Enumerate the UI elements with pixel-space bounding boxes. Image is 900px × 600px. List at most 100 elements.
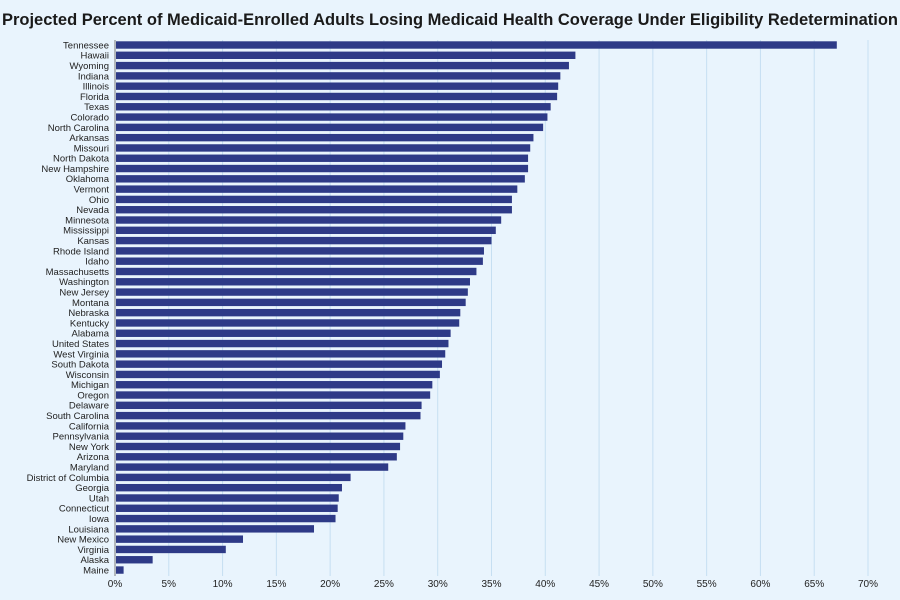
category-label: Maryland <box>70 462 109 473</box>
category-label: Nebraska <box>68 308 109 319</box>
bar <box>116 556 153 564</box>
bar <box>116 247 484 255</box>
bar <box>116 51 576 59</box>
category-label: Tennessee <box>63 40 109 51</box>
bar <box>116 545 226 554</box>
x-axis-ticks: 0% 5% 10% 15% 20% 25% 30% 35% 40% 45% 50% 55% 60% 65%… <box>108 579 878 590</box>
bar <box>116 92 558 101</box>
category-label: Washington <box>59 277 109 288</box>
category-label: Missouri <box>74 143 109 154</box>
bar <box>116 339 449 348</box>
bar <box>116 216 502 224</box>
bar <box>116 41 837 49</box>
category-label: Hawaii <box>80 51 109 62</box>
x-tick-label: 45% <box>589 579 609 590</box>
category-label: Vermont <box>74 185 110 196</box>
bar <box>116 319 460 327</box>
bar <box>116 442 401 451</box>
category-label: Ohio <box>89 195 109 206</box>
x-tick-label: 40% <box>535 579 555 590</box>
x-tick-label: 10% <box>213 579 233 590</box>
bar <box>116 103 551 111</box>
category-label: Wisconsin <box>66 370 109 381</box>
bar <box>116 453 397 461</box>
bar <box>116 422 406 430</box>
bar <box>116 401 422 410</box>
chart-title: Projected Percent of Medicaid-Enrolled A… <box>1 11 899 29</box>
bars <box>116 41 837 574</box>
bar <box>116 514 336 523</box>
bar <box>116 381 433 389</box>
x-tick-label: 20% <box>320 579 340 590</box>
bar <box>116 525 315 533</box>
bar <box>116 504 338 512</box>
bar <box>116 113 548 121</box>
category-label: Rhode Island <box>53 246 109 257</box>
bar <box>116 61 569 70</box>
bar <box>116 329 451 337</box>
category-label: Wyoming <box>69 61 109 72</box>
bar <box>116 154 529 162</box>
category-label: Utah <box>89 493 109 504</box>
category-label: Arkansas <box>69 133 109 144</box>
category-label: North Carolina <box>48 123 110 134</box>
bar <box>116 236 492 245</box>
category-label: New Hampshire <box>41 164 109 175</box>
category-label: California <box>69 421 110 432</box>
category-label: Montana <box>72 298 110 309</box>
category-label: Illinois <box>83 82 110 93</box>
category-label: Kansas <box>77 236 109 247</box>
category-label: Michigan <box>71 380 109 391</box>
x-tick-label: 15% <box>266 579 286 590</box>
x-tick-label: 65% <box>804 579 824 590</box>
x-tick-label: 70% <box>858 579 878 590</box>
bar <box>116 360 443 368</box>
bar <box>116 370 440 379</box>
bar <box>116 308 461 317</box>
bar <box>116 298 466 307</box>
category-label: Oklahoma <box>66 174 110 185</box>
category-label: West Virginia <box>53 349 109 360</box>
bar <box>116 175 525 183</box>
x-tick-label: 0% <box>108 579 123 590</box>
bar <box>116 82 559 90</box>
category-label: New York <box>69 442 109 453</box>
category-label: Alabama <box>72 329 110 340</box>
category-labels: TennesseeHawaiiWyomingIndianaIllinoisFlo… <box>27 40 110 576</box>
bar <box>116 288 468 296</box>
category-label: Connecticut <box>59 504 110 515</box>
category-label: United States <box>52 339 109 350</box>
x-tick-label: 30% <box>428 579 448 590</box>
bar <box>116 185 518 193</box>
category-label: Georgia <box>75 483 110 494</box>
category-label: Delaware <box>69 401 109 412</box>
category-label: Iowa <box>89 514 110 525</box>
x-tick-label: 35% <box>481 579 501 590</box>
bar <box>116 144 531 152</box>
category-label: Arizona <box>77 452 110 463</box>
category-label: Alaska <box>80 555 109 566</box>
category-label: Oregon <box>77 390 109 401</box>
bar <box>116 494 339 502</box>
category-label: Maine <box>83 565 109 576</box>
x-tick-label: 25% <box>374 579 394 590</box>
x-tick-label: 5% <box>162 579 177 590</box>
bar <box>116 566 124 574</box>
category-label: Indiana <box>78 71 110 82</box>
bar <box>116 278 470 286</box>
bar <box>116 72 561 80</box>
category-label: Florida <box>80 92 110 103</box>
category-label: North Dakota <box>53 154 110 165</box>
bar <box>116 164 529 173</box>
category-label: Idaho <box>85 257 109 268</box>
x-tick-label: 55% <box>697 579 717 590</box>
category-label: Minnesota <box>65 215 110 226</box>
category-label: Nevada <box>76 205 109 216</box>
category-label: New Mexico <box>57 535 109 546</box>
x-tick-label: 50% <box>643 579 663 590</box>
bar <box>116 226 496 235</box>
category-label: Virginia <box>77 545 109 556</box>
category-label: Colorado <box>70 112 109 123</box>
category-label: Pennsylvania <box>52 432 109 443</box>
